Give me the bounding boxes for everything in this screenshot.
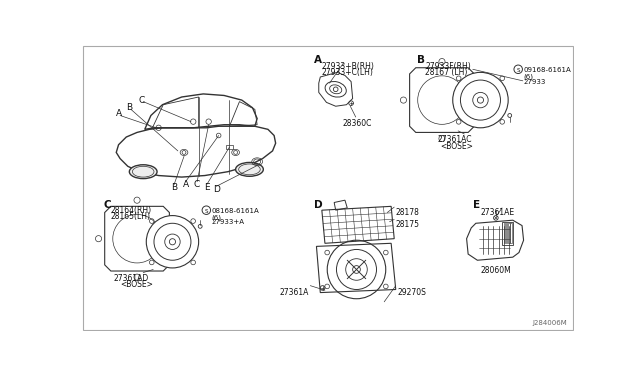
Text: 27933: 27933 [524, 78, 546, 84]
Text: B: B [126, 103, 132, 112]
Bar [504, 223, 505, 243]
Text: 28175: 28175 [396, 220, 420, 229]
Ellipse shape [147, 216, 198, 268]
Text: B: B [417, 55, 424, 65]
Ellipse shape [129, 165, 157, 179]
Text: (6): (6) [212, 214, 221, 221]
Bar [502, 222, 513, 245]
Text: S: S [516, 68, 520, 73]
Text: C: C [138, 96, 145, 105]
Text: S: S [205, 209, 208, 214]
Text: 28164(RH): 28164(RH) [111, 206, 152, 215]
Text: 27361AD: 27361AD [114, 274, 149, 283]
Text: B: B [171, 183, 177, 192]
Text: 28178: 28178 [396, 208, 420, 217]
Text: J284006M: J284006M [532, 320, 566, 327]
Text: D: D [314, 200, 323, 210]
Text: 27361A: 27361A [280, 288, 308, 297]
Text: 27933+C(LH): 27933+C(LH) [322, 68, 374, 77]
Text: 28360C: 28360C [342, 119, 372, 128]
Text: C: C [194, 180, 200, 189]
Ellipse shape [236, 163, 263, 176]
Text: 28165(LH): 28165(LH) [111, 212, 151, 221]
Text: D: D [213, 185, 220, 194]
Bar [508, 223, 509, 243]
Text: A: A [115, 109, 122, 118]
Text: 28167 (LH): 28167 (LH) [425, 68, 467, 77]
Bar [227, 145, 232, 148]
Bar [511, 223, 512, 243]
Text: (6): (6) [524, 73, 534, 80]
Text: 27933+B(RH): 27933+B(RH) [322, 62, 374, 71]
Text: 27361AE: 27361AE [481, 208, 515, 217]
Text: E: E [473, 200, 480, 210]
Text: 27361AC: 27361AC [437, 135, 472, 144]
Text: 27933+A: 27933+A [212, 219, 244, 225]
Text: C: C [103, 200, 111, 210]
Text: 27933F(RH): 27933F(RH) [425, 62, 471, 71]
Bar [506, 223, 508, 243]
Text: E: E [204, 183, 210, 192]
Text: 08168-6161A: 08168-6161A [212, 208, 259, 214]
Ellipse shape [452, 73, 508, 128]
Text: 09168-6161A: 09168-6161A [524, 67, 572, 73]
Text: <BOSE>: <BOSE> [440, 142, 474, 151]
Text: 29270S: 29270S [397, 288, 426, 297]
Text: <BOSE>: <BOSE> [120, 280, 153, 289]
Text: A: A [314, 55, 322, 65]
Text: 28060M: 28060M [481, 266, 511, 275]
Text: A: A [182, 180, 189, 189]
